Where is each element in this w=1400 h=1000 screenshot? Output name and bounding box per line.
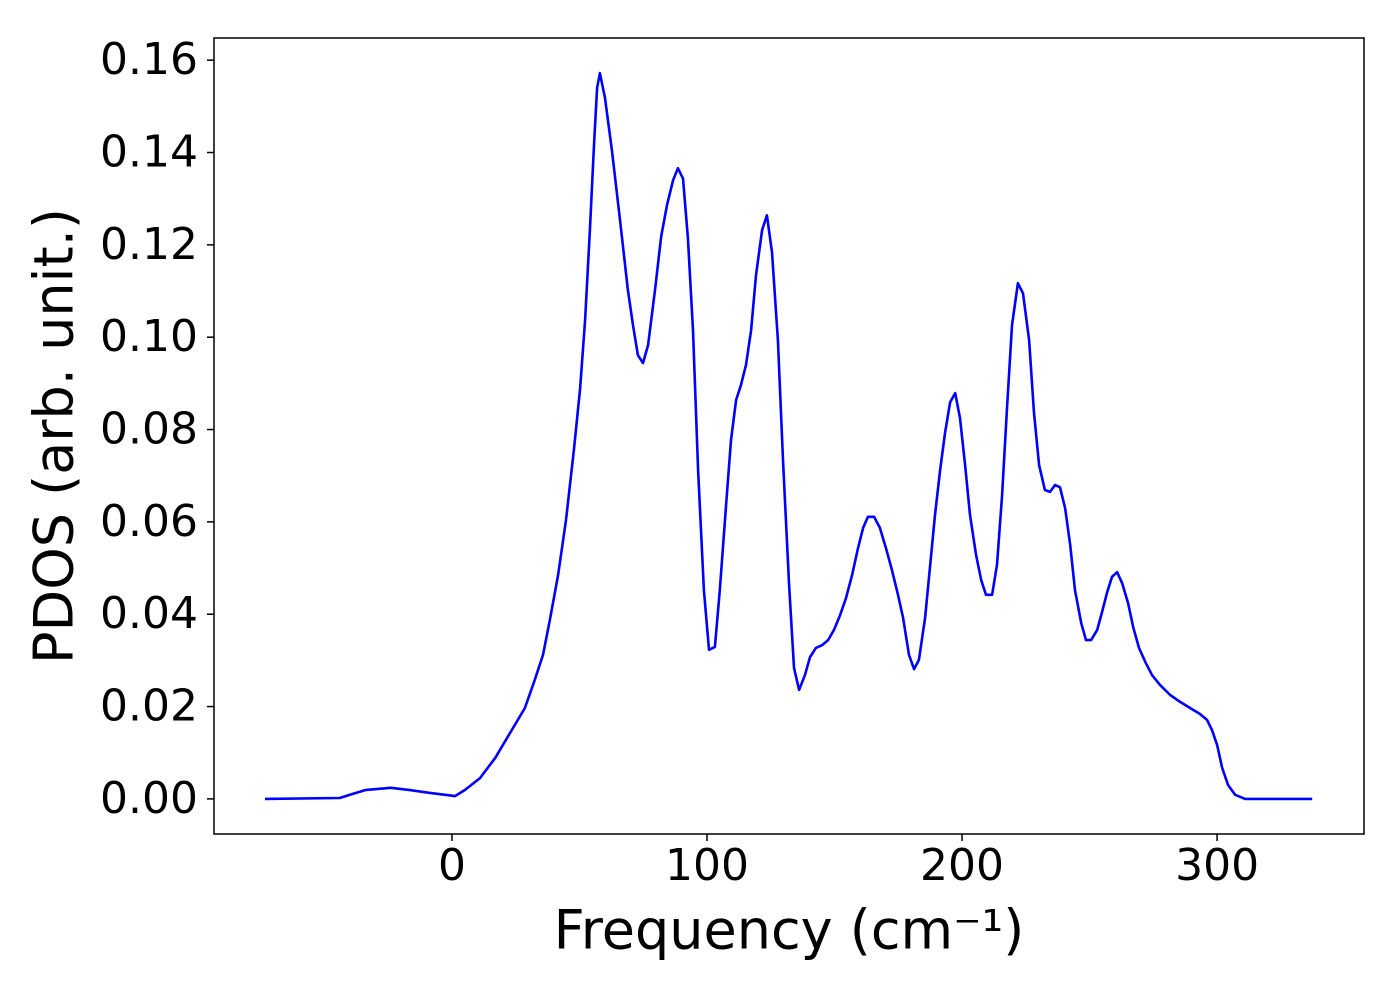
plot-frame xyxy=(213,37,1365,835)
y-tick-label: 0.06 xyxy=(100,496,198,547)
y-tick-label: 0.00 xyxy=(100,773,198,824)
y-tick-label: 0.04 xyxy=(100,588,198,639)
y-tick-label: 0.16 xyxy=(100,34,198,85)
x-axis-label: Frequency (cm⁻¹) xyxy=(554,899,1025,962)
y-tick-label: 0.02 xyxy=(100,681,198,732)
y-tick-label: 0.12 xyxy=(100,219,198,270)
y-tick-label: 0.14 xyxy=(100,127,198,178)
y-axis-label: PDOS (arb. unit.) xyxy=(23,208,86,664)
x-tick-label: 300 xyxy=(1175,840,1259,891)
x-tick-label: 0 xyxy=(438,840,466,891)
line xyxy=(264,71,1313,801)
y-tick-label: 0.08 xyxy=(100,404,198,455)
x-tick-label: 100 xyxy=(665,840,749,891)
x-tick-label: 200 xyxy=(920,840,1004,891)
y-tick-label: 0.10 xyxy=(100,311,198,362)
